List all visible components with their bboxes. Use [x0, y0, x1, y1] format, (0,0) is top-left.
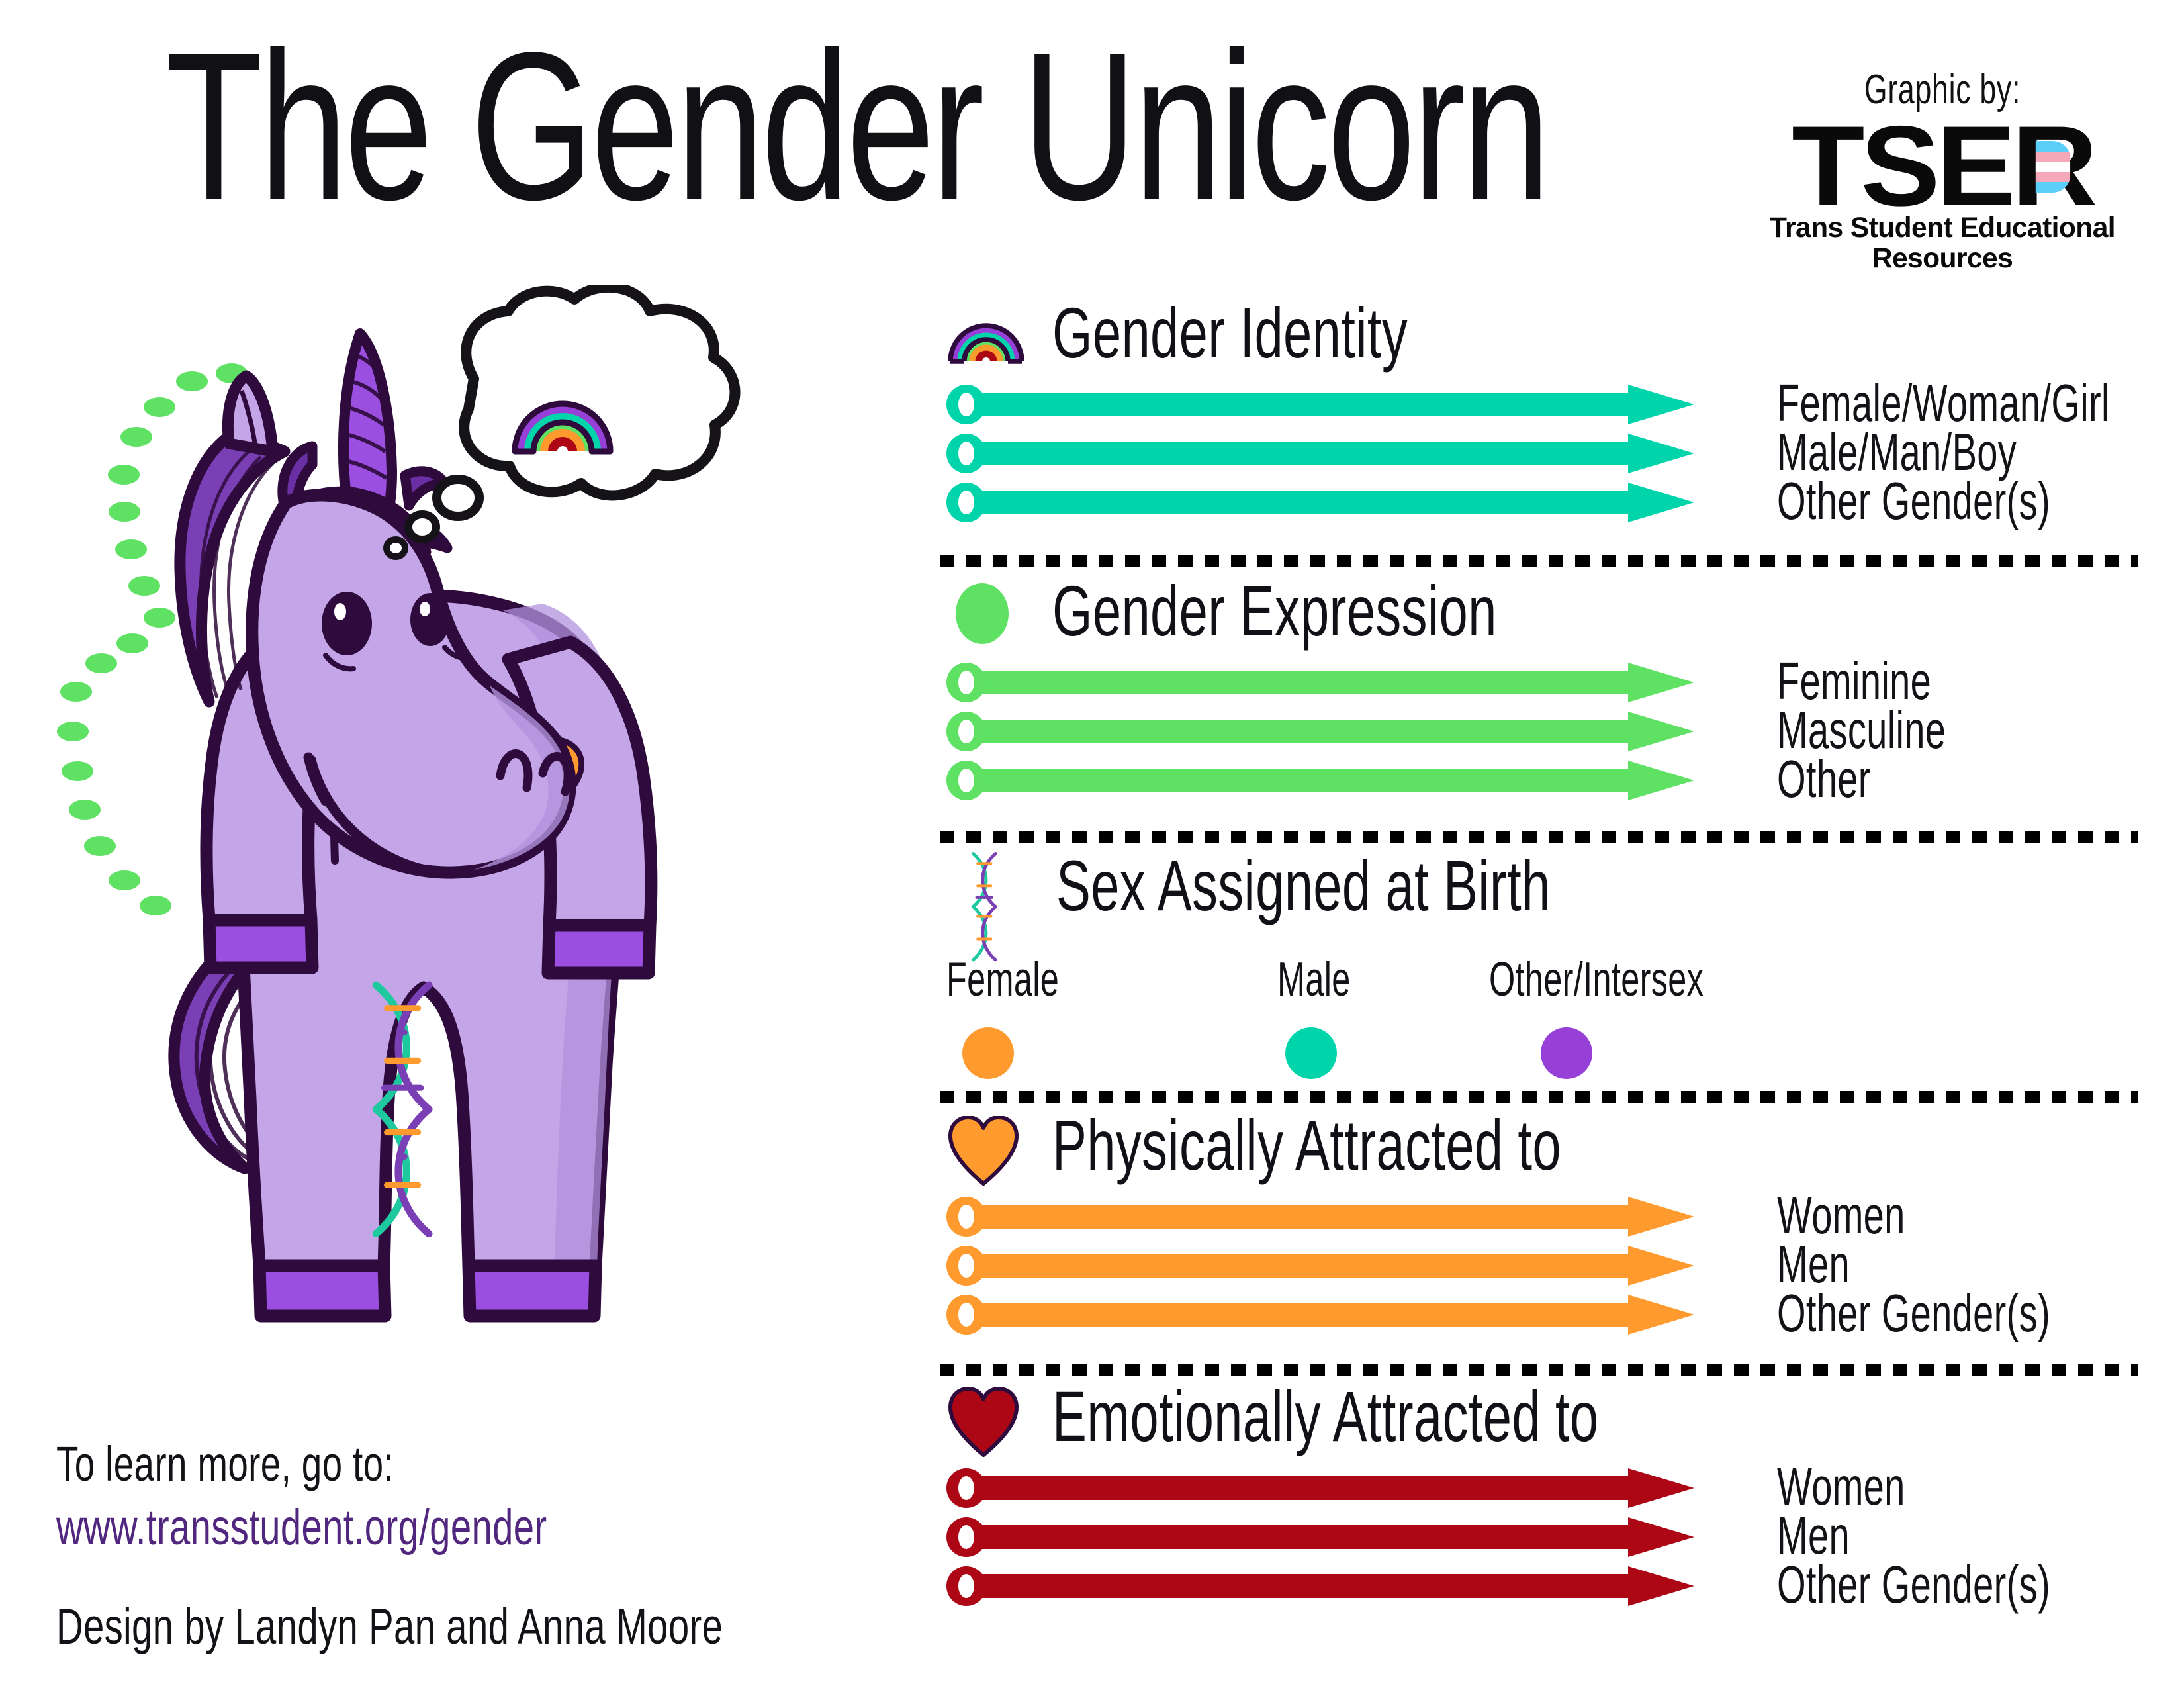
- design-credit: Design by Landyn Pan and Anna Moore: [56, 1599, 723, 1655]
- section-divider: [940, 1091, 2138, 1103]
- trans-flag-icon: [2035, 141, 2070, 193]
- eye-left: [322, 592, 372, 655]
- spectrum-row-label: Other Gender(s): [1777, 1555, 2050, 1614]
- section-title: Physically Attracted to: [1052, 1105, 1561, 1185]
- section-title: Gender Expression: [1052, 571, 1497, 651]
- spectrum-arrow[interactable]: [946, 663, 1760, 702]
- sab-option-label: Male: [1277, 953, 1351, 1006]
- section-divider: [940, 555, 2138, 567]
- spectrum-arrow[interactable]: [946, 1295, 1760, 1335]
- green-circle-icon: [956, 583, 1009, 644]
- section-gender-expression: Gender Expression Feminine Masculine: [946, 575, 2138, 810]
- spectrum-arrow[interactable]: [946, 761, 1760, 800]
- section-divider: [940, 1364, 2138, 1376]
- spectrum-arrow[interactable]: [946, 1566, 1760, 1606]
- dna-icon: [971, 852, 1023, 964]
- spectrum-row[interactable]: Masculine: [946, 704, 2138, 761]
- spectrum-arrow[interactable]: [946, 712, 1760, 751]
- spectrum-arrow[interactable]: [946, 1197, 1760, 1237]
- spectrum-arrow[interactable]: [946, 1517, 1760, 1557]
- spectrum-row[interactable]: Feminine: [946, 655, 2138, 712]
- spectrum-row[interactable]: Women: [946, 1189, 2138, 1246]
- sab-option-male[interactable]: Male: [1277, 956, 1382, 1079]
- rainbow-icon: [512, 400, 614, 455]
- spectrum-row[interactable]: Male/Man/Boy: [946, 426, 2138, 483]
- spectrum-row[interactable]: Men: [946, 1238, 2138, 1295]
- sab-option-dot[interactable]: [1541, 1027, 1592, 1079]
- spectrum-row-label: Other Gender(s): [1777, 1284, 2050, 1342]
- sab-option-female[interactable]: Female: [946, 956, 1107, 1079]
- spectrum-arrow[interactable]: [946, 483, 1760, 522]
- spectrum-arrow[interactable]: [946, 434, 1760, 473]
- sab-option-label: Other/Intersex: [1489, 953, 1704, 1006]
- spectrum-row-label: Women: [1777, 1186, 1905, 1244]
- spectrum-row-label: Feminine: [1777, 651, 1932, 710]
- unicorn-illustration: [168, 285, 741, 1323]
- section-title: Emotionally Attracted to: [1052, 1376, 1599, 1456]
- spectrum-arrow[interactable]: [946, 385, 1760, 424]
- spectrum-row[interactable]: Other Gender(s): [946, 1558, 2138, 1615]
- eye-right: [410, 593, 450, 646]
- spectrum-row-label: Women: [1777, 1457, 1905, 1516]
- green-dot-arc: [57, 363, 248, 915]
- spectrum-row-label: Other Gender(s): [1777, 471, 2050, 530]
- orange-heart-icon: [948, 1116, 1019, 1186]
- section-title: Sex Assigned at Birth: [1056, 845, 1551, 925]
- red-heart-icon: [948, 1387, 1019, 1457]
- spectrum-row-label: Male/Man/Boy: [1777, 422, 2017, 481]
- tser-wordmark: TSER: [1792, 109, 2098, 223]
- learn-more-label: To learn more, go to:: [56, 1436, 394, 1491]
- section-sex-assigned-at-birth: Sex Assigned at Birth Female Male Other/…: [946, 850, 2138, 1102]
- tser-tagline: Trans Student Educational Resources: [1769, 212, 2116, 274]
- sab-option-dot[interactable]: [962, 1027, 1014, 1079]
- sab-option-dot[interactable]: [1285, 1027, 1337, 1079]
- section-gender-identity: Gender Identity Female/Woman/Girl Male/M…: [946, 297, 2138, 532]
- section-title: Gender Identity: [1052, 293, 1408, 373]
- spectrum-row-label: Masculine: [1777, 700, 1946, 759]
- spectrum-row-label: Men: [1777, 1506, 1850, 1565]
- website-url-link[interactable]: www.transstudent.org/gender: [56, 1499, 547, 1556]
- sab-option-intersex[interactable]: Other/Intersex: [1489, 956, 1796, 1079]
- spectrum-row[interactable]: Women: [946, 1460, 2138, 1517]
- spectrum-row-label: Men: [1777, 1235, 1850, 1293]
- unicorn-head: [174, 328, 576, 879]
- spectrum-row-label: Other: [1777, 749, 1871, 808]
- spectrum-row[interactable]: Other Gender(s): [946, 475, 2138, 532]
- sab-option-label: Female: [946, 953, 1060, 1006]
- graphic-by-label: Graphic by:: [1864, 67, 2021, 113]
- spectrum-row[interactable]: Other: [946, 753, 2138, 810]
- spectrum-row-label: Female/Woman/Girl: [1777, 373, 2110, 432]
- thought-bubble: [383, 285, 741, 560]
- spectrum-row[interactable]: Female/Woman/Girl: [946, 377, 2138, 434]
- spectrum-row[interactable]: Men: [946, 1509, 2138, 1566]
- section-physically-attracted-to: Physically Attracted to Women Men: [946, 1109, 2138, 1344]
- spectrum-row[interactable]: Other Gender(s): [946, 1287, 2138, 1344]
- tser-logo: Graphic by: TSER Trans Student Education…: [1757, 67, 2128, 274]
- spectrum-arrow[interactable]: [946, 1468, 1760, 1508]
- section-divider: [940, 831, 2138, 843]
- spectrum-arrow[interactable]: [946, 1246, 1760, 1286]
- page-title: The Gender Unicorn: [165, 7, 1551, 244]
- rainbow-icon: [948, 323, 1024, 364]
- section-emotionally-attracted-to: Emotionally Attracted to Women Men: [946, 1381, 2138, 1615]
